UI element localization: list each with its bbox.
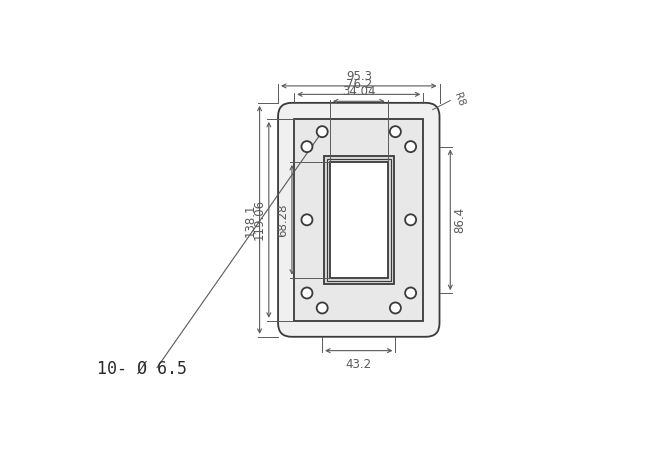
Text: R8: R8 bbox=[452, 91, 466, 107]
Circle shape bbox=[317, 302, 328, 313]
Bar bbox=[330, 162, 388, 278]
Bar bbox=[324, 156, 394, 284]
Text: 119.06: 119.06 bbox=[253, 199, 266, 240]
Circle shape bbox=[317, 126, 328, 137]
Circle shape bbox=[405, 214, 416, 226]
Circle shape bbox=[405, 287, 416, 299]
Text: 86.4: 86.4 bbox=[453, 207, 466, 233]
Circle shape bbox=[405, 141, 416, 152]
FancyBboxPatch shape bbox=[278, 103, 439, 337]
Circle shape bbox=[390, 302, 401, 313]
Circle shape bbox=[301, 287, 312, 299]
Text: 34.04: 34.04 bbox=[342, 85, 376, 98]
Text: 10- Ø 6.5: 10- Ø 6.5 bbox=[97, 360, 187, 378]
Text: 43.2: 43.2 bbox=[346, 359, 372, 372]
Text: 76.2: 76.2 bbox=[346, 78, 372, 91]
Circle shape bbox=[390, 126, 401, 137]
Bar bbox=[327, 159, 391, 280]
Text: 68.28: 68.28 bbox=[276, 203, 289, 237]
Circle shape bbox=[301, 141, 312, 152]
Text: 95.3: 95.3 bbox=[346, 70, 372, 83]
Text: 138.1: 138.1 bbox=[243, 203, 256, 237]
Circle shape bbox=[301, 214, 312, 226]
Bar bbox=[294, 119, 423, 321]
